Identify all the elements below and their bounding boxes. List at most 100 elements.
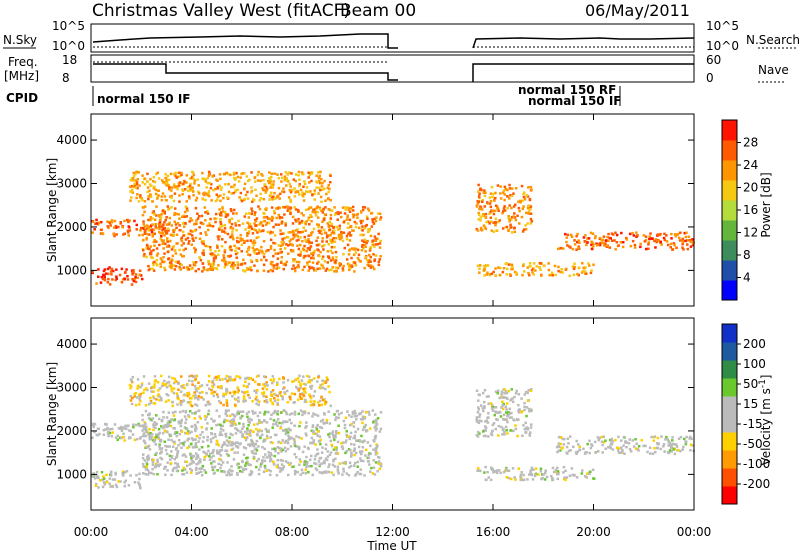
power-cell [328, 228, 332, 231]
velocity-cell [552, 470, 556, 474]
velocity-cell [241, 433, 244, 436]
power-cell [155, 214, 158, 217]
power-cell [220, 228, 224, 232]
velocity-cell [269, 378, 272, 382]
power-cell [282, 267, 285, 271]
power-cell [280, 241, 283, 244]
power-cell [268, 217, 271, 221]
velocity-cell [672, 447, 675, 450]
power-cell [491, 209, 494, 213]
velocity-cell [271, 447, 274, 451]
velocity-cell [166, 469, 169, 472]
velocity-cell [269, 417, 272, 421]
velocity-cell [140, 424, 144, 428]
power-cell [266, 230, 270, 234]
power-cell [492, 230, 495, 233]
velocity-cell [182, 384, 185, 387]
velocity-cell [153, 440, 156, 443]
power-cell [374, 239, 378, 243]
power-cell [186, 189, 190, 193]
power-cell [362, 240, 366, 244]
velocity-cell [224, 449, 227, 452]
velocity-cell [181, 409, 185, 413]
power-cell [307, 176, 310, 179]
velocity-cell [147, 457, 151, 460]
power-cell [292, 229, 295, 233]
velocity-cell [152, 385, 156, 389]
power-cell [161, 228, 164, 232]
power-cell [248, 253, 252, 257]
power-cell [573, 262, 576, 265]
power-cell [298, 193, 301, 196]
power-cell [361, 225, 364, 228]
velocity-cell [289, 395, 292, 399]
nsky-tick-top: 10^5 [52, 19, 85, 33]
velocity-cell [302, 387, 305, 391]
power-cell [261, 174, 264, 177]
velocity-cell [173, 418, 177, 421]
velocity-cell [202, 450, 205, 454]
velocity-cell [345, 439, 348, 442]
velocity-cell [487, 395, 490, 398]
power-cell [144, 205, 147, 208]
power-cell [167, 244, 170, 247]
velocity-cell [166, 424, 169, 428]
velocity-cell [374, 461, 378, 464]
velocity-cell [320, 451, 324, 454]
freq-tick-bottom: 8 [62, 71, 70, 85]
velocity-cell [226, 461, 229, 464]
power-cell [482, 264, 486, 268]
power-cell [270, 260, 273, 264]
power-cell [151, 200, 154, 203]
power-cell [230, 209, 233, 213]
velocity-cell [341, 441, 345, 444]
power-cell [294, 269, 297, 273]
velocity-cell [365, 429, 368, 432]
velocity-cell [219, 466, 222, 470]
velocity-cell [265, 401, 269, 404]
power-cell [199, 259, 203, 262]
power-cell [665, 240, 669, 243]
velocity-cell [563, 476, 566, 479]
power-cell [565, 267, 568, 271]
power-cell [188, 184, 192, 188]
velocity-cell [228, 414, 232, 418]
velocity-cell [510, 411, 513, 415]
velocity-cell [215, 449, 219, 452]
velocity-cell [508, 412, 511, 416]
velocity-cell [219, 431, 222, 434]
power-cell [245, 212, 248, 215]
velocity-cell [154, 443, 157, 446]
power-cell [644, 235, 648, 238]
velocity-cell [276, 394, 279, 398]
power-cell [106, 225, 109, 228]
power-cell [277, 186, 281, 190]
velocity-cell [318, 425, 322, 429]
velocity-cell [486, 470, 489, 474]
velocity-cell [501, 428, 505, 432]
power-cell [112, 269, 115, 273]
power-cell [203, 206, 207, 209]
power-cell [133, 278, 136, 281]
power-cell [224, 183, 227, 186]
velocity-colorbar-tick: -100 [743, 457, 770, 471]
power-cell [216, 198, 219, 201]
velocity-cell [122, 426, 125, 429]
velocity-cell [199, 417, 202, 420]
velocity-cell [255, 439, 259, 443]
power-cell [572, 273, 576, 277]
velocity-cell [201, 431, 204, 434]
velocity-cell [184, 455, 188, 458]
power-cell [554, 273, 557, 277]
power-cell [150, 184, 153, 188]
power-cell [650, 237, 653, 240]
velocity-cell [159, 447, 162, 450]
power-cell [145, 246, 148, 250]
power-cell [158, 214, 161, 217]
power-cell [155, 226, 158, 230]
velocity-cell [274, 393, 277, 397]
power-cell [117, 225, 120, 229]
velocity-cell [243, 436, 247, 439]
velocity-cell [246, 436, 249, 440]
power-cell [522, 196, 526, 199]
